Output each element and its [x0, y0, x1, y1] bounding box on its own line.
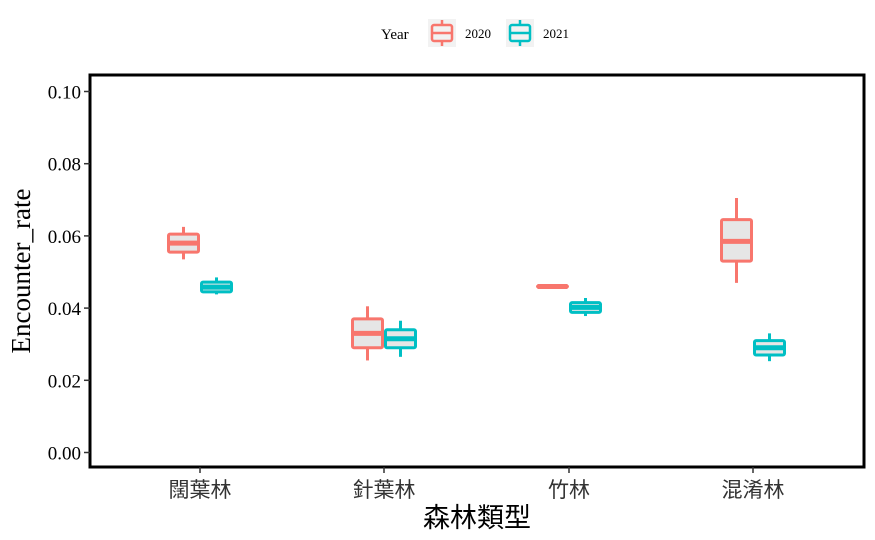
y-tick-label: 0.04: [48, 299, 82, 320]
legend-key-2020: 2020: [428, 19, 491, 47]
box-2021-闊葉林: [200, 277, 233, 295]
legend: Year 2020 2021: [381, 19, 569, 47]
plot-panel: [88, 73, 866, 469]
y-tick-label: 0.00: [48, 444, 81, 465]
y-tick-label: 0.06: [48, 227, 81, 248]
box-2020-闊葉林: [167, 226, 200, 260]
y-axis-title: Encounter_rate: [6, 189, 36, 354]
box-2020-竹林: [536, 283, 569, 289]
x-tick-label: 混淆林: [722, 478, 785, 502]
x-axis: 闊葉林 針葉林 竹林 混淆林: [169, 467, 785, 502]
x-tick-label: 竹林: [548, 478, 590, 502]
x-tick-label: 闊葉林: [169, 478, 232, 502]
legend-title: Year: [381, 27, 409, 43]
y-axis: 0.00 0.02 0.04 0.06 0.08 0.10: [48, 83, 90, 465]
box-2020-混淆林: [720, 197, 753, 283]
box-series: [167, 197, 786, 362]
box-2021-混淆林: [753, 333, 786, 362]
y-tick-label: 0.08: [48, 155, 81, 176]
legend-key-2021: 2021: [506, 19, 569, 47]
y-tick-label: 0.10: [48, 83, 81, 104]
x-tick-label: 針葉林: [353, 478, 416, 502]
legend-label: 2021: [543, 26, 569, 41]
box-2020-針葉林: [351, 306, 384, 361]
y-tick-label: 0.02: [48, 371, 81, 392]
x-axis-title: 森林類型: [423, 503, 531, 533]
legend-label: 2020: [465, 26, 491, 41]
box-2021-竹林: [569, 297, 602, 317]
box-2021-針葉林: [384, 320, 417, 357]
